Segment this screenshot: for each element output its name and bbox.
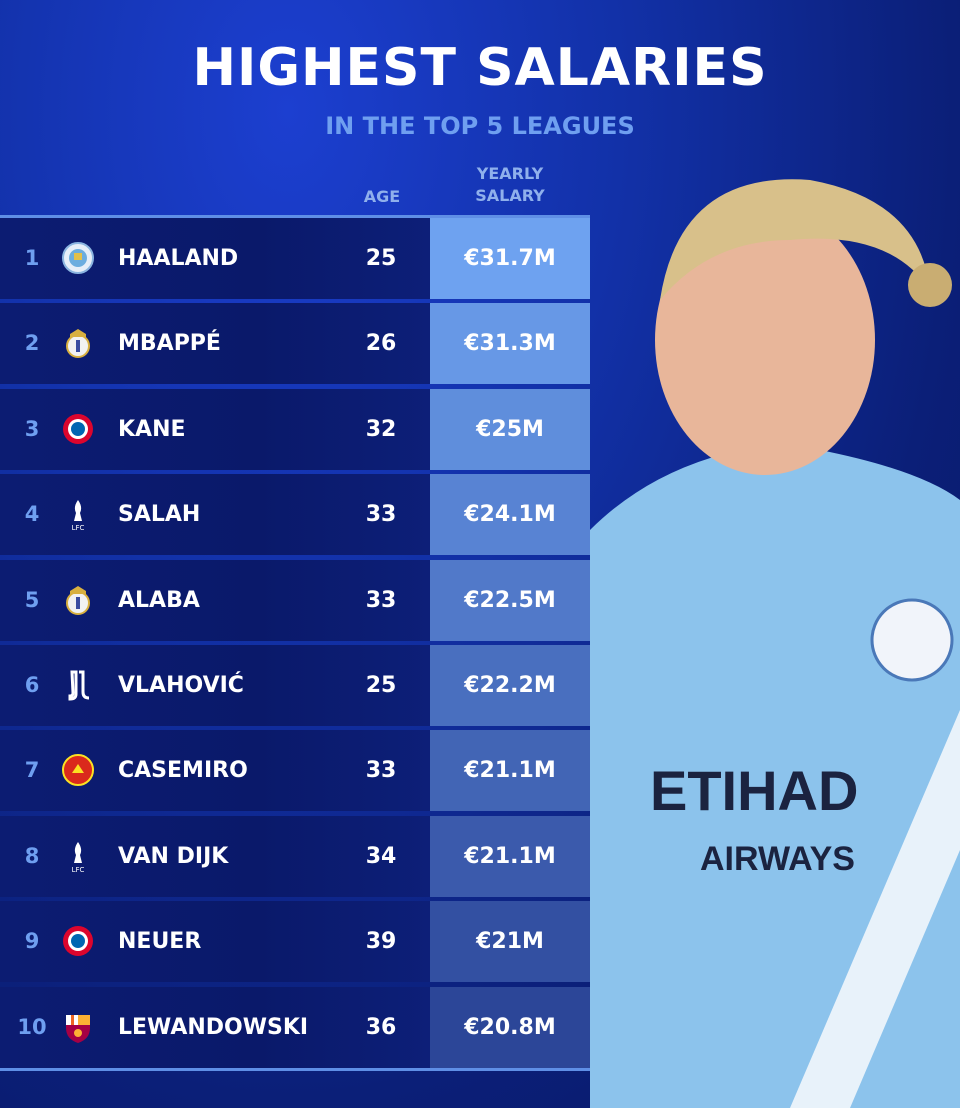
table-row: 6 VLAHOVIĆ 25 €22.2M bbox=[0, 645, 590, 726]
player-name: SALAH bbox=[118, 502, 201, 528]
player-name: VAN DIJK bbox=[118, 843, 229, 869]
svg-text:ETIHAD: ETIHAD bbox=[650, 759, 858, 822]
liverpool-crest-icon: LFC bbox=[72, 841, 85, 873]
player-age: 39 bbox=[365, 929, 397, 955]
page-subtitle: IN THE TOP 5 LEAGUES bbox=[325, 112, 635, 140]
svg-text:LFC: LFC bbox=[72, 866, 85, 873]
player-salary: €21M bbox=[430, 901, 590, 983]
row-background bbox=[0, 815, 430, 897]
player-salary: €25M bbox=[430, 388, 590, 470]
rank: 10 bbox=[17, 1014, 47, 1039]
svg-text:AIRWAYS: AIRWAYS bbox=[700, 840, 855, 878]
rank: 3 bbox=[24, 416, 40, 441]
rank: 1 bbox=[24, 246, 40, 270]
player-age: 26 bbox=[365, 331, 397, 357]
table-row: 2 MBAPPÉ 26 €31.3M bbox=[0, 303, 590, 385]
real-madrid-crest-icon bbox=[66, 585, 90, 615]
player-name: HAALAND bbox=[118, 246, 239, 271]
player-salary: €31.7M bbox=[430, 218, 590, 299]
player-salary: €20.8M bbox=[430, 986, 590, 1068]
table-row: 4 LFC SALAH 33 €24.1M bbox=[0, 474, 590, 556]
rank: 9 bbox=[24, 929, 40, 954]
player-name: LEWANDOWSKI bbox=[118, 1014, 309, 1040]
player-name: CASEMIRO bbox=[118, 758, 248, 784]
row-background bbox=[0, 474, 430, 556]
rank: 4 bbox=[24, 502, 40, 527]
player-age: 34 bbox=[365, 843, 397, 869]
age-column-header: AGE bbox=[363, 187, 401, 206]
rank: 7 bbox=[24, 758, 40, 783]
rank: 2 bbox=[24, 331, 40, 356]
player-age: 25 bbox=[365, 673, 397, 698]
player-age: 33 bbox=[365, 502, 397, 528]
page-title: HIGHEST SALARIES bbox=[192, 38, 768, 98]
player-age: 33 bbox=[365, 587, 397, 613]
player-age: 25 bbox=[365, 246, 397, 271]
table-row: 10 LEWANDOWSKI 36 €20.8M bbox=[0, 986, 590, 1068]
real-madrid-crest-icon bbox=[66, 329, 90, 359]
player-age: 33 bbox=[365, 758, 397, 784]
rank: 8 bbox=[24, 843, 40, 868]
liverpool-crest-icon: LFC bbox=[72, 500, 85, 531]
juventus-crest-icon bbox=[68, 670, 90, 701]
player-photo: ETIHAD AIRWAYS bbox=[590, 179, 960, 1108]
table-bottom-divider bbox=[0, 1068, 590, 1071]
manchester-city-crest-icon bbox=[62, 242, 94, 274]
player-name: MBAPPÉ bbox=[118, 331, 221, 357]
player-name: NEUER bbox=[118, 929, 202, 955]
salary-header-line2: SALARY bbox=[475, 186, 545, 205]
rank: 5 bbox=[24, 587, 40, 612]
table-row: 5 ALABA 33 €22.5M bbox=[0, 559, 590, 641]
rank: 6 bbox=[24, 673, 40, 697]
table-row: 7 CASEMIRO 33 €21.1M bbox=[0, 730, 590, 812]
bayern-munich-crest-icon bbox=[63, 413, 93, 444]
player-salary: €21.1M bbox=[430, 815, 590, 897]
table-row: 1 HAALAND 25 €31.7M bbox=[0, 218, 590, 299]
table-row: 8 LFC VAN DIJK 34 €21.1M bbox=[0, 815, 590, 897]
barcelona-crest-icon bbox=[66, 1014, 90, 1043]
player-salary: €22.5M bbox=[430, 559, 590, 641]
player-salary: €21.1M bbox=[430, 730, 590, 812]
player-age: 32 bbox=[365, 416, 397, 442]
player-name: VLAHOVIĆ bbox=[118, 673, 244, 698]
player-name: ALABA bbox=[118, 587, 200, 613]
player-salary: €31.3M bbox=[430, 303, 590, 385]
player-salary: €22.2M bbox=[430, 645, 590, 726]
player-name: KANE bbox=[118, 416, 186, 442]
player-salary: €24.1M bbox=[430, 474, 590, 556]
table-row: 9 NEUER 39 €21M bbox=[0, 901, 590, 983]
svg-text:LFC: LFC bbox=[72, 524, 85, 531]
table-top-divider bbox=[0, 215, 590, 218]
table-row: 3 KANE 32 €25M bbox=[0, 388, 590, 470]
bayern-munich-crest-icon bbox=[63, 926, 93, 957]
salary-column-header: YEARLY SALARY bbox=[430, 163, 590, 207]
salary-header-line1: YEARLY bbox=[476, 164, 544, 183]
manchester-united-crest-icon bbox=[62, 754, 94, 787]
player-age: 36 bbox=[365, 1014, 397, 1040]
